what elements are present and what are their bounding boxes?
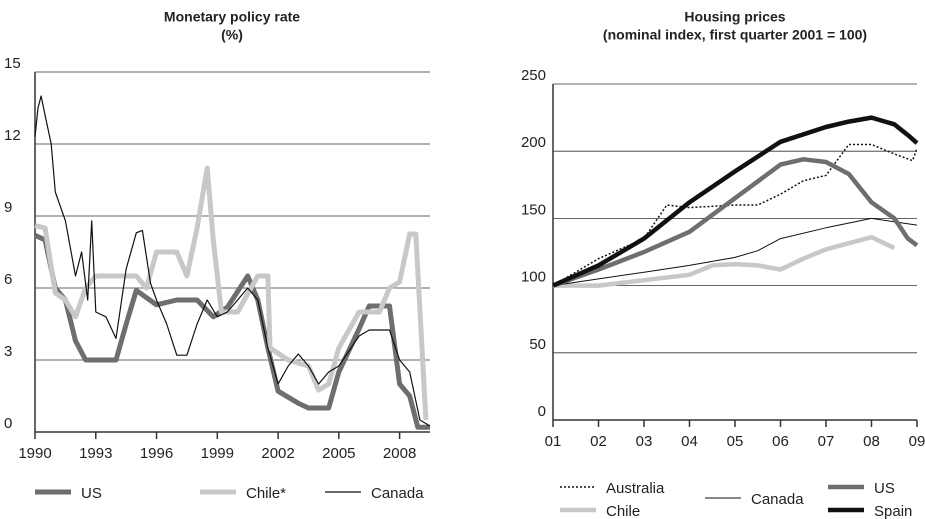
series-line [553, 234, 896, 288]
x-tick-label: 05 [727, 433, 744, 450]
legend-label: Chile* [246, 485, 286, 502]
legend-label: US [81, 485, 102, 502]
y-tick-label: 15 [4, 55, 21, 72]
chart-title: Monetary policy rate [164, 9, 300, 25]
x-tick-label: 04 [681, 433, 698, 450]
series-line [552, 217, 918, 287]
y-tick-label: 50 [529, 336, 546, 353]
legend-label: Canada [751, 491, 804, 508]
x-tick-label: 09 [909, 433, 925, 450]
x-tick-label: 1996 [140, 445, 173, 462]
x-tick-label: 07 [818, 433, 835, 450]
legend-label: Australia [606, 480, 665, 497]
chart-title: Housing prices [684, 9, 785, 25]
x-tick-label: 2008 [383, 445, 416, 462]
y-tick-label: 200 [521, 134, 546, 151]
y-tick-label: 100 [521, 269, 546, 286]
series-line [552, 115, 919, 288]
series-line [552, 157, 919, 288]
x-tick-label: 2005 [322, 445, 355, 462]
legend-label: US [874, 480, 895, 497]
x-tick-label: 2002 [261, 445, 294, 462]
y-tick-label: 9 [4, 199, 12, 216]
y-tick-label: 6 [4, 271, 12, 288]
x-tick-label: 1993 [79, 445, 112, 462]
series-line [34, 95, 431, 427]
x-tick-label: 06 [772, 433, 789, 450]
x-tick-label: 02 [590, 433, 607, 450]
chart-subtitle: (nominal index, first quarter 2001 = 100… [603, 27, 867, 43]
series-line [34, 165, 429, 421]
legend-label: Chile [606, 503, 640, 519]
y-tick-label: 12 [4, 127, 21, 144]
y-tick-label: 250 [521, 67, 546, 84]
series-line [33, 232, 430, 430]
y-tick-label: 0 [4, 415, 12, 432]
x-tick-label: 1999 [201, 445, 234, 462]
chart-subtitle: (%) [221, 27, 243, 43]
y-tick-label: 150 [521, 201, 546, 218]
x-tick-label: 08 [863, 433, 880, 450]
x-tick-label: 01 [545, 433, 562, 450]
x-tick-label: 03 [636, 433, 653, 450]
x-tick-label: 1990 [18, 445, 51, 462]
legend-label: Canada [371, 485, 424, 502]
y-tick-label: 0 [538, 403, 546, 420]
legend-label: Spain [874, 503, 912, 519]
series-line [552, 143, 918, 287]
y-tick-label: 3 [4, 343, 12, 360]
